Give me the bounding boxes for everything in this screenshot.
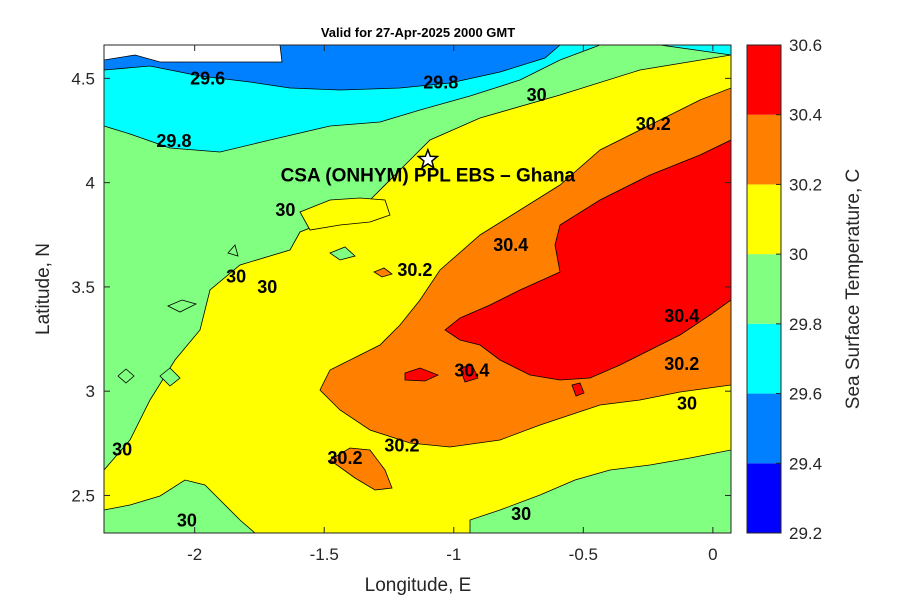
sst-band-29.8-30-patch-d (329, 246, 356, 261)
contour-label: 30.4 (454, 360, 489, 380)
sst-band-29.8-30-patch-b (159, 367, 181, 387)
sst-band-29.8-30-patch-a (117, 368, 135, 384)
colorbar-swatch (747, 323, 781, 394)
colorbar-tick-label: 29.2 (789, 524, 822, 543)
plot-area (104, 45, 731, 533)
sst-band-30-30.2-island (299, 197, 391, 231)
contour-label: 29.8 (156, 131, 191, 151)
x-tick-label: -1 (446, 545, 461, 564)
sst-band-29.8-30-south (104, 479, 256, 533)
colorbar-label: Sea Surface Temperature, C (843, 169, 864, 409)
y-axis: 2.5 3 3.5 4 4.5 (71, 69, 731, 505)
contour-label: 30.4 (493, 235, 528, 255)
x-tick-label: -2 (187, 545, 202, 564)
contour-label: 30 (226, 266, 246, 286)
y-tick-label: 3.5 (71, 278, 95, 297)
y-axis-label: Latitude, N (33, 243, 54, 335)
contour-label: 30 (275, 200, 295, 220)
sst-band-below-29.2 (104, 45, 283, 63)
colorbar-swatch (747, 184, 781, 255)
sst-band-30.4-30.6-patch-a (404, 367, 440, 382)
colorbar-swatch (747, 45, 781, 115)
sst-band-30.4-30.6-patch-c (571, 382, 585, 397)
site-label: CSA (ONHYM) PPL EBS – Ghana (281, 166, 576, 187)
colorbar-swatch (747, 254, 781, 324)
chart-title: Valid for 27-Apr-2025 2000 GMT (321, 25, 515, 40)
x-axis: -2 -1.5 -1 -0.5 0 (187, 45, 718, 564)
contour-label: 30 (677, 394, 697, 414)
colorbar-tick-label: 30.2 (789, 175, 822, 194)
colorbar (746, 44, 782, 534)
x-tick-label: -0.5 (569, 545, 598, 564)
x-tick-label: 0 (708, 545, 717, 564)
sst-band-29.8-30-patch-e (227, 244, 239, 257)
contour-label: 30.2 (636, 114, 671, 134)
x-tick-label: -1.5 (310, 545, 339, 564)
contour-label: 30 (527, 85, 547, 105)
contour-label: 30.2 (664, 354, 699, 374)
y-tick-label: 4 (86, 174, 95, 193)
star-icon (416, 147, 440, 170)
contour-label: 30.2 (397, 260, 432, 280)
plot-frame (103, 44, 732, 534)
colorbar-swatch (747, 114, 781, 185)
contour-label: 29.6 (190, 68, 225, 88)
colorbar-ticks: 29.2 29.4 29.6 29.8 30 30.2 30.4 30.6 (776, 36, 822, 543)
sst-band-30.2-30.4-south-patch (329, 447, 393, 491)
contour-label: 30.2 (327, 448, 362, 468)
sst-band-30.2-30.4-patch (373, 267, 393, 278)
colorbar-tick-label: 30 (789, 245, 808, 264)
contour-label: 30 (511, 504, 531, 524)
contour-label: 30.2 (384, 435, 419, 455)
sst-band-29.8-30-southeast (469, 449, 731, 533)
x-axis-label: Longitude, E (365, 575, 472, 596)
y-tick-label: 4.5 (71, 69, 95, 88)
contour-labels: 29.6 29.8 30 30.2 29.8 30 30.2 30.4 30 30 30.4 30.4… (112, 68, 699, 530)
colorbar-swatch (747, 393, 781, 464)
y-tick-label: 3 (86, 382, 95, 401)
colorbar-frame (746, 44, 782, 534)
colorbar-tick-label: 30.4 (789, 106, 822, 125)
contour-label: 30 (257, 277, 277, 297)
colorbar-tick-label: 29.4 (789, 454, 822, 473)
contour-label: 30 (177, 510, 197, 530)
colorbar-tick-label: 29.8 (789, 315, 822, 334)
colorbar-tick-label: 30.6 (789, 36, 822, 55)
y-tick-label: 2.5 (71, 486, 95, 505)
colorbar-tick-label: 29.6 (789, 385, 822, 404)
contour-label: 30 (112, 440, 132, 460)
sst-band-30.4-30.6 (444, 139, 731, 381)
sst-band-29.8-30-patch-c (167, 299, 198, 313)
contour-label: 30.4 (664, 306, 699, 326)
colorbar-swatch (747, 463, 781, 533)
sst-band-30.4-30.6-patch-b (459, 364, 479, 383)
contour-label: 29.8 (423, 73, 458, 93)
site-marker: CSA (ONHYM) PPL EBS – Ghana (281, 147, 576, 187)
